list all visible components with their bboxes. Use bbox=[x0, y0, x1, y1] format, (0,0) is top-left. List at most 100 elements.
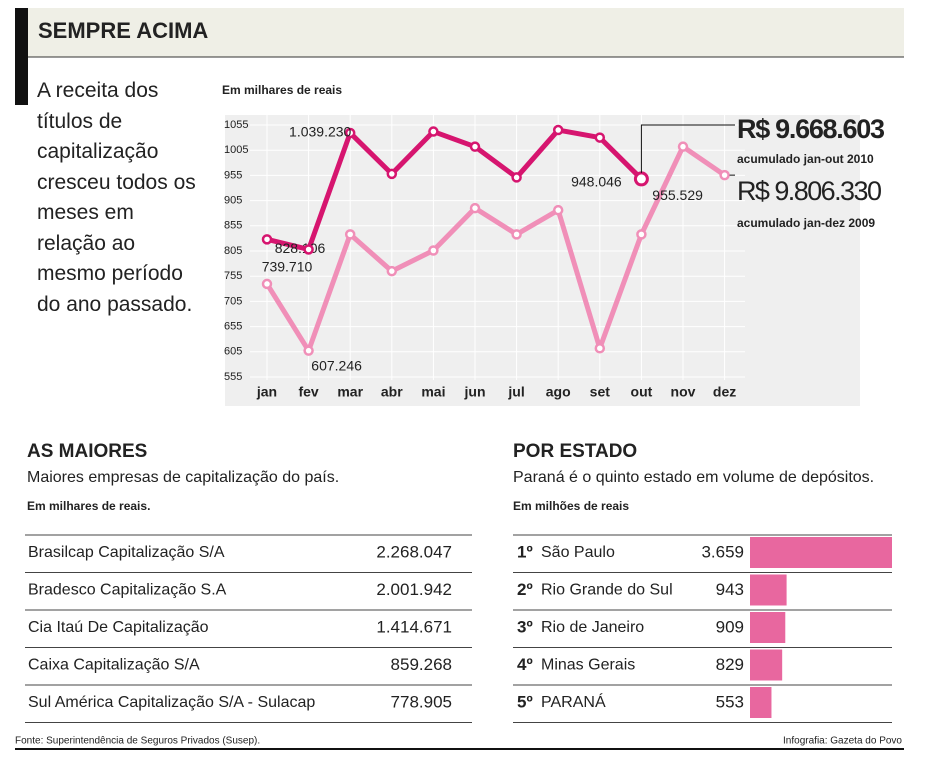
point bbox=[386, 265, 398, 277]
rank: 5º bbox=[517, 692, 533, 711]
point bbox=[594, 132, 606, 143]
point bbox=[428, 126, 439, 137]
y-tick-label: 555 bbox=[224, 371, 242, 383]
unit-label: Em milhões de reais bbox=[513, 499, 629, 513]
value-label: 607.246 bbox=[311, 357, 362, 373]
section-subtitle: Maiores empresas de capitalização do paí… bbox=[27, 469, 339, 486]
y-tick-label: 755 bbox=[224, 270, 242, 282]
state-name: São Paulo bbox=[541, 544, 615, 561]
total: R$ 9.806.330 bbox=[737, 176, 882, 206]
value-label: 909 bbox=[716, 617, 744, 636]
y-tick-label: 605 bbox=[224, 346, 242, 358]
x-tick-label: out bbox=[631, 384, 653, 400]
company-value: 2.268.047 bbox=[376, 542, 452, 561]
x-tick-label: set bbox=[590, 384, 611, 400]
point bbox=[344, 127, 356, 139]
company-value: 2.001.942 bbox=[376, 580, 452, 599]
point bbox=[719, 169, 730, 181]
point bbox=[261, 234, 273, 245]
value-label: 943 bbox=[716, 580, 744, 599]
title: SEMPRE ACIMA bbox=[38, 18, 208, 43]
y-tick-label: 1055 bbox=[224, 119, 248, 131]
company-name: Brasilcap Capitalização S/A bbox=[28, 544, 225, 561]
point bbox=[677, 141, 689, 152]
company-name: Cia Itaú De Capitalização bbox=[28, 619, 209, 636]
total: R$ 9.668.603 bbox=[737, 114, 885, 144]
value-label: 829 bbox=[716, 655, 744, 674]
credit: Infografia: Gazeta do Povo bbox=[783, 736, 902, 747]
company-name: Sul América Capitalização S/A - Sulacap bbox=[28, 694, 315, 711]
point bbox=[633, 171, 649, 187]
point bbox=[344, 229, 356, 240]
point bbox=[636, 229, 647, 240]
title-bar bbox=[15, 8, 28, 105]
section-title: AS MAIORES bbox=[27, 441, 147, 462]
state-name: Minas Gerais bbox=[541, 657, 635, 674]
connector bbox=[640, 124, 735, 173]
section-title: POR ESTADO bbox=[513, 441, 637, 462]
value-label: 828.106 bbox=[275, 240, 326, 256]
line bbox=[266, 127, 644, 252]
state-name: PARANÁ bbox=[541, 692, 606, 711]
intro: A receita dos títulos de capitalização c… bbox=[37, 79, 196, 316]
bar bbox=[750, 537, 892, 568]
x-tick-label: jan bbox=[256, 384, 277, 400]
point bbox=[428, 245, 439, 256]
line bbox=[264, 144, 727, 354]
point bbox=[552, 204, 564, 216]
rank: 1º bbox=[517, 542, 533, 561]
point bbox=[303, 345, 314, 356]
y-label: Em milhares de reais bbox=[222, 83, 342, 97]
rank: 3º bbox=[517, 617, 533, 636]
plot-bg bbox=[225, 115, 860, 406]
company-value: 1.414.671 bbox=[376, 617, 452, 636]
x-tick-label: jun bbox=[464, 384, 486, 400]
bar bbox=[750, 574, 787, 606]
rank: 2º bbox=[517, 580, 533, 599]
x-tick-label: mai bbox=[421, 384, 445, 400]
point bbox=[511, 172, 522, 183]
y-tick-label: 1005 bbox=[224, 144, 248, 156]
bar bbox=[750, 687, 772, 718]
y-tick-label: 955 bbox=[224, 169, 242, 181]
company-value: 859.268 bbox=[391, 655, 452, 674]
point bbox=[511, 229, 522, 240]
point bbox=[386, 168, 398, 180]
value-label: 1.039.230 bbox=[289, 124, 351, 140]
state-name: Rio de Janeiro bbox=[541, 619, 644, 636]
point bbox=[594, 343, 606, 354]
section-subtitle: Paraná é o quinto estado em volume de de… bbox=[513, 469, 874, 486]
x-tick-label: jul bbox=[507, 384, 524, 400]
point bbox=[303, 244, 314, 255]
x-tick-label: mar bbox=[337, 384, 363, 400]
x-tick-label: fev bbox=[298, 384, 318, 400]
title-band bbox=[28, 8, 904, 57]
value-label: 955.529 bbox=[652, 187, 703, 203]
point bbox=[469, 141, 481, 152]
x-tick-label: ago bbox=[546, 384, 571, 400]
y-tick-label: 705 bbox=[224, 295, 242, 307]
value-label: 3.659 bbox=[701, 542, 744, 561]
y-tick-label: 905 bbox=[224, 195, 242, 207]
point bbox=[469, 202, 481, 214]
state-name: Rio Grande do Sul bbox=[541, 582, 673, 599]
value-label: 553 bbox=[716, 692, 744, 711]
y-tick-label: 805 bbox=[224, 245, 242, 257]
value-label: 739.710 bbox=[262, 259, 313, 275]
rank: 4º bbox=[517, 655, 533, 674]
x-tick-label: nov bbox=[671, 384, 696, 400]
x-tick-label: abr bbox=[381, 384, 403, 400]
source: Fonte: Superintendência de Seguros Priva… bbox=[15, 736, 260, 747]
company-name: Bradesco Capitalização S.A bbox=[28, 582, 227, 599]
company-name: Caixa Capitalização S/A bbox=[28, 657, 200, 674]
company-value: 778.905 bbox=[391, 692, 452, 711]
total-note: acumulado jan-out 2010 bbox=[737, 152, 874, 166]
bar bbox=[750, 612, 786, 643]
unit-label: Em milhares de reais. bbox=[27, 499, 150, 513]
total-note: acumulado jan-dez 2009 bbox=[737, 216, 875, 230]
point bbox=[261, 278, 273, 290]
x-tick-label: dez bbox=[713, 384, 736, 400]
y-tick-label: 655 bbox=[224, 321, 242, 333]
